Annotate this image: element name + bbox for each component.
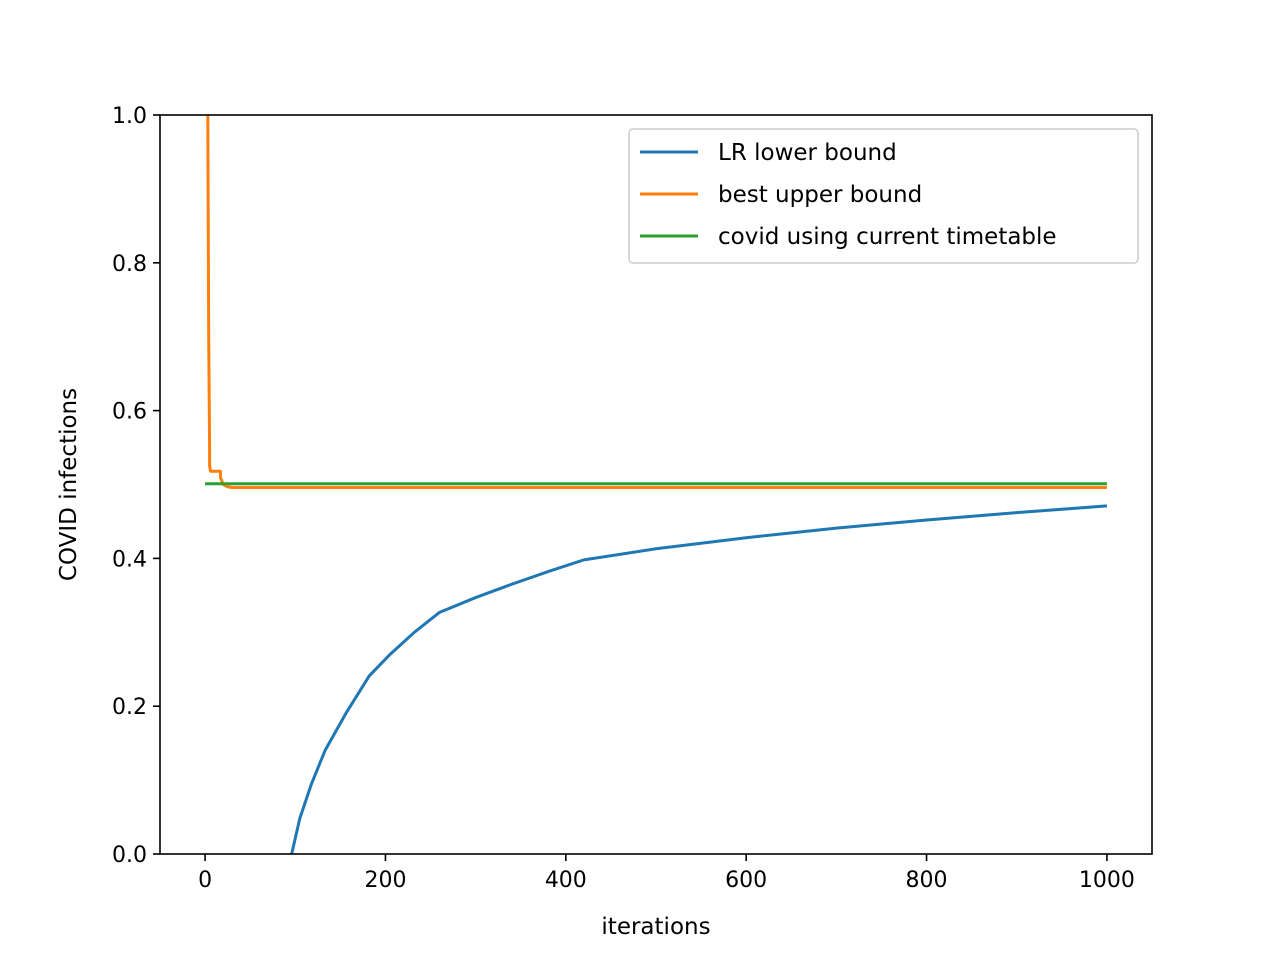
x-tick-label: 200	[364, 868, 406, 893]
y-tick-label: 0.0	[112, 843, 147, 868]
y-tick-label: 0.4	[112, 547, 147, 572]
y-tick-label: 0.2	[112, 695, 147, 720]
y-tick-label: 1.0	[112, 104, 147, 129]
legend-label-2: best upper bound	[718, 182, 922, 208]
legend-label-3: covid using current timetable	[718, 224, 1057, 250]
x-axis: 0 200 400 600 800 1000	[198, 854, 1135, 893]
x-tick-label: 800	[906, 868, 948, 893]
legend: LR lower bound best upper bound covid usin…	[628, 128, 1139, 264]
y-axis-label: COVID infections	[56, 388, 82, 581]
y-tick-label: 0.6	[112, 400, 147, 425]
legend-box	[628, 128, 1139, 264]
series-line-2	[206, 115, 1107, 489]
x-tick-label: 600	[725, 868, 767, 893]
plot-frame	[159, 114, 1153, 855]
x-tick-label: 1000	[1079, 868, 1135, 893]
series-line-1	[290, 504, 1108, 854]
x-tick-label: 0	[198, 868, 212, 893]
y-axis: 0.0 0.2 0.4 0.6 0.8 1.0	[112, 104, 160, 868]
x-tick-label: 400	[545, 868, 587, 893]
legend-label-1: LR lower bound	[718, 140, 897, 166]
x-axis-label: iterations	[601, 914, 710, 940]
y-tick-label: 0.8	[112, 252, 147, 277]
series-layer	[205, 115, 1108, 854]
